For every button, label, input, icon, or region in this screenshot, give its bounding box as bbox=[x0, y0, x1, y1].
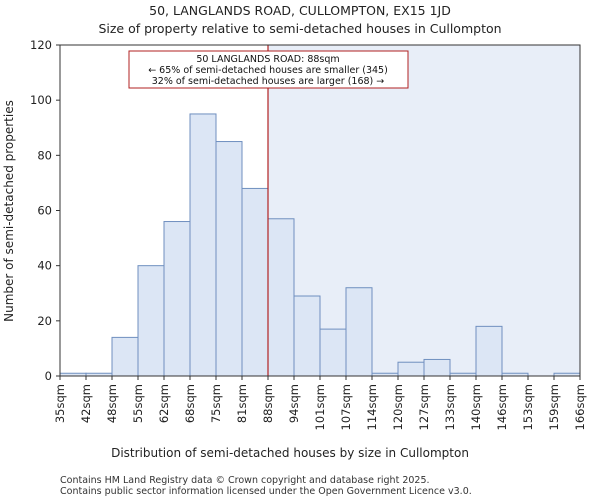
bar-127sqm bbox=[423, 358, 451, 377]
annotation-frame bbox=[128, 50, 409, 89]
bar-75sqm bbox=[215, 141, 243, 377]
y-tick-label: 0 bbox=[45, 369, 52, 383]
y-tick-label: 120 bbox=[30, 38, 52, 52]
x-tick-label: 166sqm bbox=[573, 384, 587, 430]
footer-line-2: Contains public sector information licen… bbox=[60, 486, 472, 497]
y-axis-ticks: 0 20 40 60 80 100 120 bbox=[30, 38, 60, 383]
bar-88sqm bbox=[267, 218, 295, 377]
annotation-line-3: 32% of semi-detached houses are larger (… bbox=[152, 76, 385, 87]
annotation-box: 50 LANGLANDS ROAD: 88sqm ← 65% of semi-d… bbox=[128, 50, 409, 89]
bars bbox=[59, 113, 581, 377]
x-tick-label: 62sqm bbox=[157, 384, 171, 423]
x-tick-label: 42sqm bbox=[79, 384, 93, 423]
y-tick-label: 40 bbox=[37, 259, 52, 273]
x-axis-ticks: 35sqm 42sqm 48sqm 55sqm 62sqm 68sqm 75sqm 81sqm… bbox=[53, 376, 587, 430]
bar-48sqm bbox=[111, 336, 139, 377]
x-axis-label: Distribution of semi-detached houses by … bbox=[111, 446, 469, 460]
bar-68sqm bbox=[189, 113, 217, 377]
x-tick-label: 101sqm bbox=[313, 384, 327, 430]
y-axis-label: Number of semi-detached properties bbox=[2, 100, 16, 322]
annotation-line-1: 50 LANGLANDS ROAD: 88sqm bbox=[196, 54, 339, 65]
y-tick-label: 100 bbox=[30, 93, 52, 107]
x-tick-label: 68sqm bbox=[183, 384, 197, 423]
x-tick-label: 146sqm bbox=[495, 384, 509, 430]
bar-101sqm bbox=[319, 328, 347, 377]
bar-120sqm bbox=[397, 361, 425, 377]
x-tick-label: 120sqm bbox=[391, 384, 405, 430]
x-tick-label: 94sqm bbox=[287, 384, 301, 423]
annotation-line-2: ← 65% of semi-detached houses are smalle… bbox=[148, 65, 388, 76]
y-tick-label: 20 bbox=[37, 314, 52, 328]
x-tick-label: 81sqm bbox=[235, 384, 249, 423]
plot-area: 0 20 40 60 80 100 120 35sqm 42sqm 48sqm 55sqm 62sq… bbox=[30, 38, 587, 430]
x-tick-label: 133sqm bbox=[443, 384, 457, 430]
bar-55sqm bbox=[137, 265, 165, 377]
bar-94sqm bbox=[293, 295, 321, 377]
bar-62sqm bbox=[163, 221, 191, 377]
y-tick-label: 80 bbox=[37, 148, 52, 162]
x-tick-label: 153sqm bbox=[521, 384, 535, 430]
bar-81sqm bbox=[241, 187, 269, 377]
x-tick-label: 140sqm bbox=[469, 384, 483, 430]
x-tick-label: 35sqm bbox=[53, 384, 67, 423]
y-tick-label: 60 bbox=[37, 204, 52, 218]
x-tick-label: 114sqm bbox=[365, 384, 379, 430]
x-tick-label: 55sqm bbox=[131, 384, 145, 423]
footer-line-1: Contains HM Land Registry data © Crown c… bbox=[60, 475, 430, 486]
chart-title: 50, LANGLANDS ROAD, CULLOMPTON, EX15 1JD bbox=[149, 3, 451, 18]
chart-subtitle: Size of property relative to semi-detach… bbox=[98, 21, 501, 36]
x-tick-label: 48sqm bbox=[105, 384, 119, 423]
bar-107sqm bbox=[345, 287, 373, 377]
bar-140sqm bbox=[475, 325, 503, 377]
x-tick-label: 127sqm bbox=[417, 384, 431, 430]
x-tick-label: 107sqm bbox=[339, 384, 353, 430]
x-tick-label: 159sqm bbox=[547, 384, 561, 430]
x-tick-label: 88sqm bbox=[261, 384, 275, 423]
x-tick-label: 75sqm bbox=[209, 384, 223, 423]
